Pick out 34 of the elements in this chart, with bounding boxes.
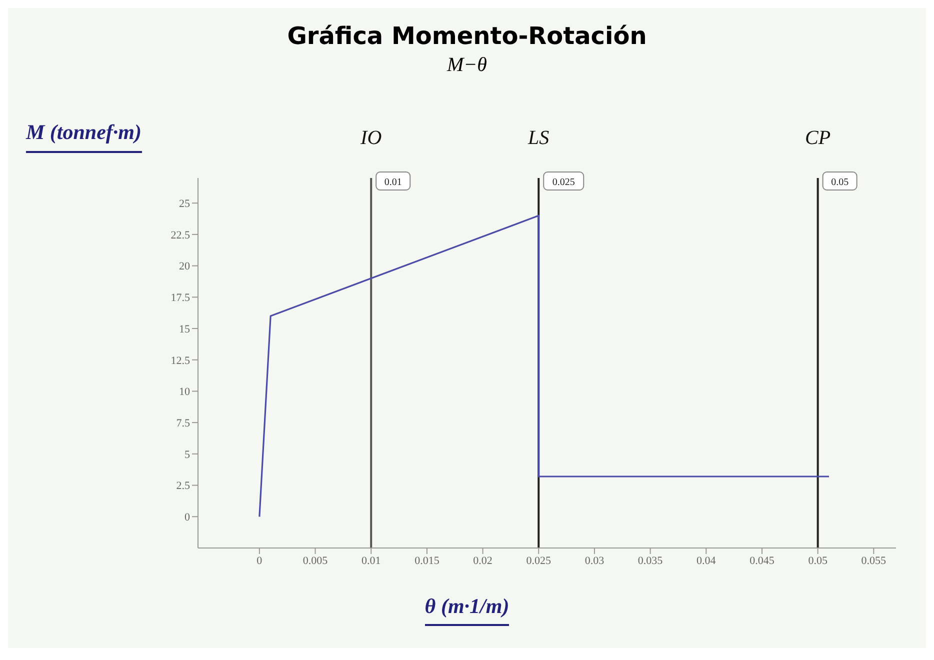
x-tick-label: 0.045	[750, 554, 775, 567]
y-tick-label: 10	[179, 386, 190, 398]
y-tick-label: 17.5	[170, 292, 190, 304]
y-tick-label: 20	[179, 260, 190, 273]
x-tick-label: 0.035	[638, 554, 664, 567]
ref-line-label: IO	[360, 127, 382, 149]
ref-line-label: CP	[805, 127, 831, 149]
x-tick-label: 0.055	[861, 554, 887, 567]
annotation: 0.05	[831, 177, 849, 188]
x-tick-label: 0.015	[414, 554, 440, 567]
chart-subtitle: M−θ	[446, 54, 488, 77]
x-tick-label: 0.02	[473, 554, 492, 567]
y-tick-label: 0	[184, 512, 190, 524]
annotation: 0.025	[552, 177, 575, 188]
y-tick-label: 7.5	[176, 417, 190, 430]
y-tick-label: 22.5	[170, 229, 190, 242]
y-tick-label: 25	[179, 198, 190, 210]
x-tick-label: 0.005	[302, 554, 328, 567]
chart-title: Gráfica Momento-Rotación	[286, 22, 648, 50]
y-tick-label: 15	[179, 323, 190, 336]
x-tick-label: 0.03	[584, 554, 605, 567]
y-tick-label: 2.5	[176, 480, 190, 492]
x-tick-label: 0.025	[526, 554, 552, 567]
y-tick-label: 12.5	[170, 354, 190, 367]
x-tick-label: 0.05	[808, 554, 828, 567]
y-tick-label: 5	[184, 448, 190, 461]
annotation: 0.01	[384, 177, 402, 188]
x-tick-label: 0.04	[696, 554, 716, 567]
x-axis-title: θ (m·1/m)	[424, 594, 510, 626]
ref-line-label: LS	[527, 127, 550, 149]
x-tick-label: 0	[256, 554, 263, 567]
line-series	[258, 214, 830, 518]
y-axis-title: M (tonnef·m)	[26, 120, 142, 153]
x-tick-label: 0.01	[361, 554, 381, 567]
